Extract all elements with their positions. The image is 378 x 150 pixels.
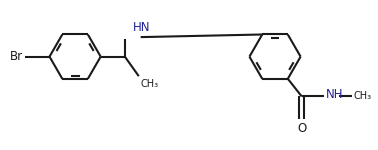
Text: NH: NH bbox=[326, 88, 344, 101]
Text: CH₃: CH₃ bbox=[354, 92, 372, 101]
Text: HN: HN bbox=[133, 21, 151, 34]
Text: Br: Br bbox=[10, 50, 23, 63]
Text: CH₃: CH₃ bbox=[140, 79, 158, 89]
Text: O: O bbox=[297, 123, 307, 135]
